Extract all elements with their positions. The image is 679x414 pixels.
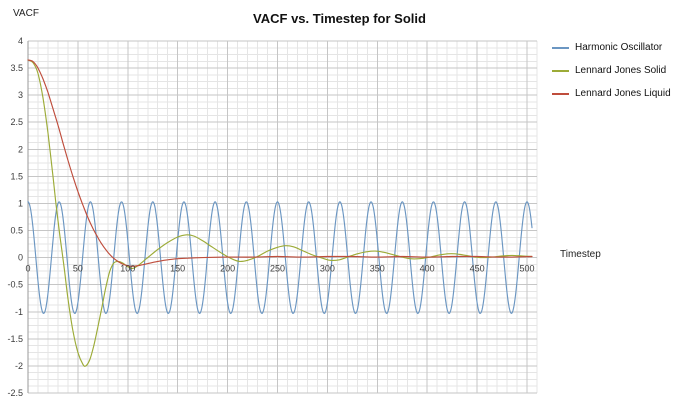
y-tick-label: 0.5 [10, 226, 23, 236]
x-tick-label: 50 [73, 264, 83, 274]
y-tick-label: 0 [18, 253, 23, 263]
y-axis-title: VACF [13, 8, 39, 19]
y-tick-label: 2.5 [10, 117, 23, 127]
y-tick-label: 1 [18, 198, 23, 208]
y-tick-label: 1.5 [10, 171, 23, 181]
legend-swatch [552, 46, 569, 49]
x-tick-label: 100 [120, 264, 135, 274]
x-tick-label: 300 [320, 264, 335, 274]
series-line-lennard-jones-solid [27, 59, 533, 367]
y-tick-label: -0.5 [7, 280, 23, 290]
legend-swatch [552, 92, 569, 95]
legend-swatch [552, 69, 569, 72]
legend-item: Lennard Jones Liquid [552, 87, 671, 100]
y-tick-label: 3 [18, 90, 23, 100]
x-tick-label: 200 [220, 264, 235, 274]
x-tick-label: 150 [170, 264, 185, 274]
y-tick-label: 2 [18, 144, 23, 154]
x-tick-label: 500 [519, 264, 534, 274]
x-tick-label: 400 [420, 264, 435, 274]
y-tick-label: -1.5 [7, 334, 23, 344]
legend-label: Lennard Jones Solid [575, 65, 667, 76]
legend-item: Harmonic Oscillator [552, 41, 671, 54]
x-tick-label: 0 [25, 264, 30, 274]
grid-minor-lines [28, 41, 538, 393]
chart-title: VACF vs. Timestep for Solid [253, 11, 426, 26]
x-tick-label: 350 [370, 264, 385, 274]
y-tick-label: -1 [15, 307, 23, 317]
legend: Harmonic Oscillator Lennard Jones Solid Le… [552, 41, 671, 110]
x-tick-label: 450 [470, 264, 485, 274]
legend-item: Lennard Jones Solid [552, 64, 671, 77]
series-line-harmonic-oscillator [27, 201, 533, 314]
y-tick-label: 3.5 [10, 63, 23, 73]
legend-label: Lennard Jones Liquid [575, 88, 671, 99]
y-tick-label: -2.5 [7, 388, 23, 398]
series-line-lennard-jones-liquid [27, 59, 533, 267]
x-tick-label: 250 [270, 264, 285, 274]
legend-label: Harmonic Oscillator [575, 42, 663, 53]
y-tick-label: -2 [15, 361, 23, 371]
x-axis-title: Timestep [560, 249, 601, 260]
y-tick-label: 4 [18, 36, 23, 46]
